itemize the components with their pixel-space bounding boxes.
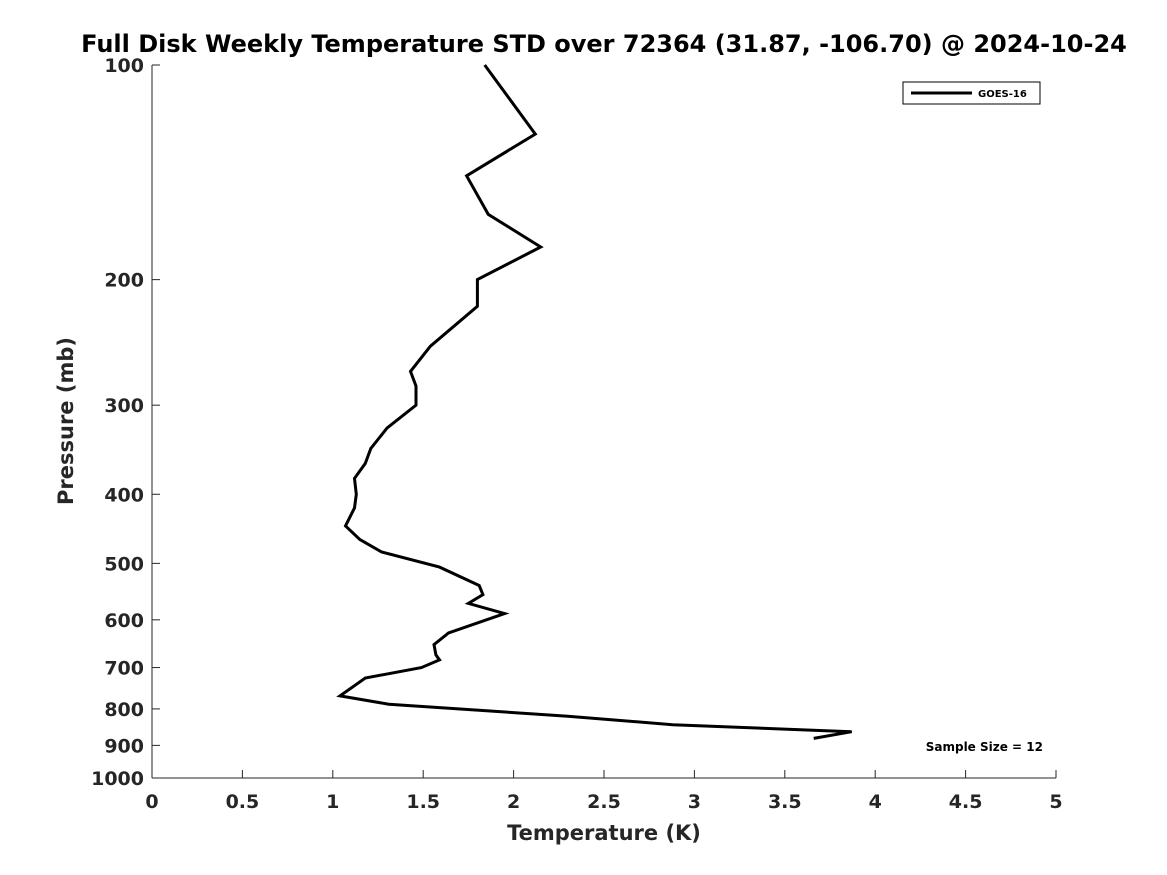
y-tick-label: 1000 (91, 768, 144, 790)
legend: GOES-16 (902, 81, 1041, 105)
chart-title: Full Disk Weekly Temperature STD over 72… (81, 30, 1127, 58)
y-tick-label: 900 (104, 735, 144, 757)
y-tick-label: 400 (104, 484, 144, 506)
series-lines (336, 64, 852, 740)
legend-label-goes-16: GOES-16 (978, 89, 1027, 100)
x-tick-label: 4 (869, 791, 882, 813)
y-tick-label: 200 (104, 270, 144, 292)
x-tick-label: 1 (326, 791, 339, 813)
axes (151, 65, 1056, 779)
x-tick-label: 1.5 (406, 791, 440, 813)
series-line-goes-16 (336, 64, 852, 740)
sample-size-annotation: Sample Size = 12 (926, 740, 1043, 754)
x-axis-ticks: 0 0.5 1 1.5 2 2.5 3 3.5 4 4.5 5 (145, 770, 1063, 813)
y-tick-label: 700 (104, 658, 144, 680)
y-tick-label: 500 (104, 553, 144, 575)
x-tick-label: 4.5 (949, 791, 983, 813)
x-axis-label: Temperature (K) (507, 821, 701, 845)
y-tick-label: 300 (104, 395, 144, 417)
x-tick-label: 3 (688, 791, 701, 813)
x-tick-label: 0 (145, 791, 158, 813)
y-tick-label: 100 (104, 55, 144, 77)
x-tick-label: 0.5 (226, 791, 260, 813)
x-tick-label: 2.5 (587, 791, 621, 813)
y-axis-label: Pressure (mb) (54, 337, 78, 505)
x-tick-label: 5 (1049, 791, 1062, 813)
y-axis-ticks: 100 200 300 400 500 600 700 800 900 1000 (91, 55, 160, 790)
x-tick-label: 2 (507, 791, 520, 813)
x-tick-label: 3.5 (768, 791, 802, 813)
y-tick-label: 600 (104, 610, 144, 632)
y-tick-label: 800 (104, 699, 144, 721)
